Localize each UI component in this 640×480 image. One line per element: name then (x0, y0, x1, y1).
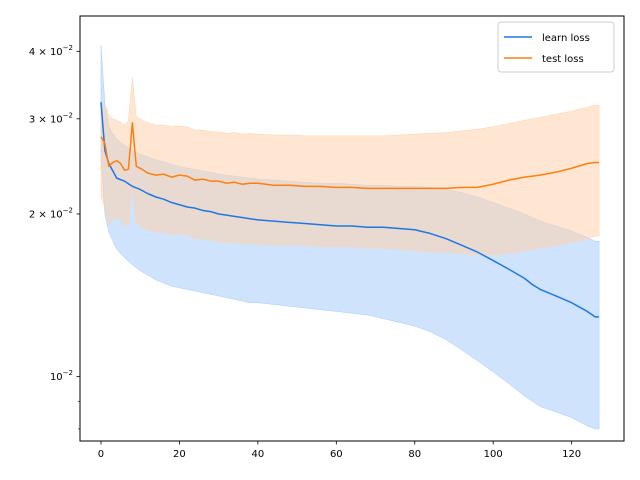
y-axis: 10−2 2 × 10−2 3 × 10−2 4 × 10−2 (29, 44, 80, 430)
test-loss-band (100, 77, 600, 256)
legend-label-learn-loss: learn loss (542, 33, 590, 44)
x-tick-label: 60 (330, 449, 343, 460)
x-tick-label: 100 (484, 449, 503, 460)
x-tick-label: 40 (252, 449, 265, 460)
legend: learn loss test loss (497, 21, 615, 73)
plot-frame (79, 15, 625, 442)
series-lines (100, 102, 600, 318)
x-tick-label: 120 (562, 449, 581, 460)
legend-box (497, 21, 615, 73)
y-tick-label: 2 × 10−2 (29, 206, 73, 220)
test-loss-line (100, 122, 600, 190)
confidence-bands (100, 45, 600, 430)
y-tick-label: 4 × 10−2 (29, 44, 73, 58)
learn-loss-line (100, 102, 600, 318)
x-axis: 0 20 40 60 80 100 120 (98, 441, 581, 460)
y-tick-label: 3 × 10−2 (29, 111, 73, 125)
legend-label-test-loss: test loss (542, 54, 584, 65)
y-tick-label: 10−2 (50, 369, 73, 383)
x-tick-label: 20 (173, 449, 186, 460)
x-tick-label: 0 (98, 449, 104, 460)
x-tick-label: 80 (408, 449, 421, 460)
